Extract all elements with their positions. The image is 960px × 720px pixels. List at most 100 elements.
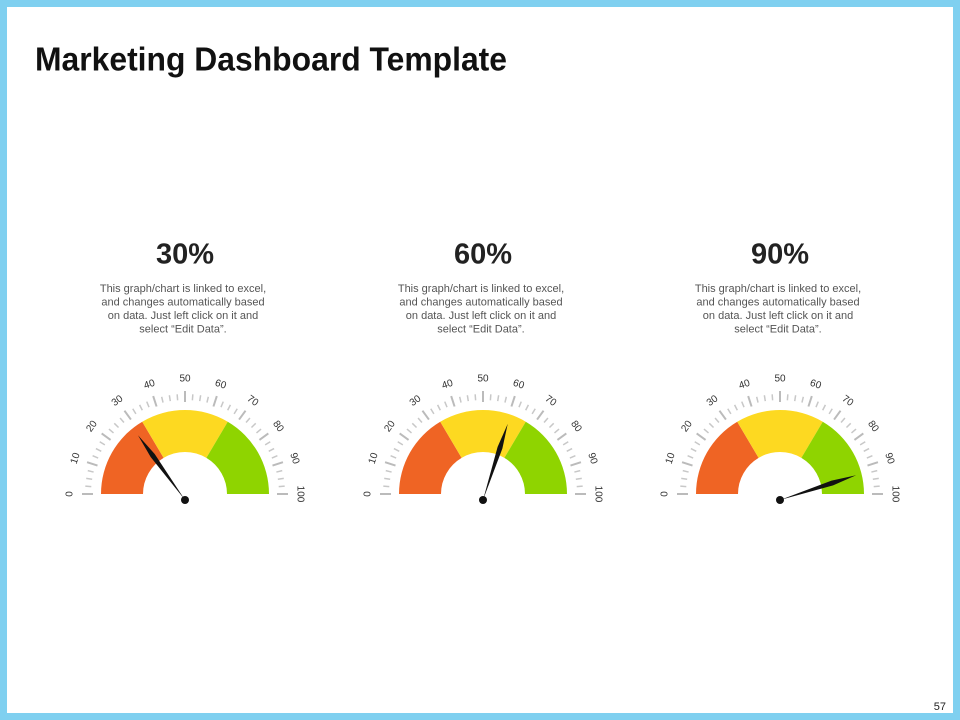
minor-tick xyxy=(845,422,852,429)
gauge-band xyxy=(399,421,462,494)
minor-tick xyxy=(390,455,397,459)
gauge-needle xyxy=(483,423,508,500)
minor-tick xyxy=(108,428,115,434)
minor-tick xyxy=(548,422,555,429)
major-tick xyxy=(867,461,879,467)
minor-tick xyxy=(132,408,137,415)
minor-tick xyxy=(763,395,767,402)
tick-label: 70 xyxy=(840,393,856,409)
minor-tick xyxy=(268,447,275,452)
minor-tick xyxy=(531,408,536,415)
tick-label: 30 xyxy=(408,393,424,409)
gauge-band xyxy=(440,410,526,458)
minor-tick xyxy=(741,401,745,408)
minor-tick xyxy=(822,404,827,411)
minor-tick xyxy=(406,428,413,434)
tick-label: 50 xyxy=(179,374,191,385)
tick-label: 70 xyxy=(245,393,261,409)
minor-tick xyxy=(458,396,462,403)
minor-tick xyxy=(255,428,262,434)
tick-label: 0 xyxy=(363,491,374,497)
minor-tick xyxy=(384,477,391,481)
minor-tick xyxy=(227,404,232,411)
major-tick xyxy=(123,410,132,421)
major-tick xyxy=(807,395,813,407)
minor-tick xyxy=(119,417,125,424)
gauge-description: This graph/chart is linked to excel, xyxy=(695,283,861,295)
tick-label: 90 xyxy=(287,452,301,466)
minor-tick xyxy=(687,455,694,459)
major-tick xyxy=(556,432,567,441)
minor-tick xyxy=(411,422,418,429)
tick-label: 20 xyxy=(382,418,398,434)
minor-tick xyxy=(553,428,560,434)
gauge-band xyxy=(737,410,823,458)
major-tick xyxy=(450,395,456,407)
minor-tick xyxy=(543,417,549,424)
minor-tick xyxy=(99,441,106,446)
minor-tick xyxy=(733,404,738,411)
gauge-value: 30% xyxy=(156,239,214,271)
minor-tick xyxy=(264,441,271,446)
tick-label: 30 xyxy=(705,393,721,409)
tick-label: 30 xyxy=(110,393,126,409)
tick-label: 60 xyxy=(809,378,823,392)
gauge-description: select “Edit Data”. xyxy=(734,323,821,335)
minor-tick xyxy=(871,469,878,473)
tick-label: 20 xyxy=(679,418,695,434)
gauge-value: 90% xyxy=(751,239,809,271)
minor-tick xyxy=(575,477,582,481)
minor-tick xyxy=(276,469,283,473)
minor-tick xyxy=(569,455,576,459)
major-tick xyxy=(833,410,842,421)
major-tick xyxy=(681,461,693,467)
tick-label: 40 xyxy=(143,378,157,392)
gauge-band xyxy=(801,421,864,494)
minor-tick xyxy=(393,447,400,452)
gauge-description: on data. Just left click on it and xyxy=(406,310,556,322)
gauge-description: select “Edit Data”. xyxy=(139,323,226,335)
minor-tick xyxy=(397,441,404,446)
major-tick xyxy=(272,461,284,467)
tick-label: 0 xyxy=(65,491,76,497)
minor-tick xyxy=(113,422,120,429)
gauge-description: and changes automatically based xyxy=(696,296,859,308)
minor-tick xyxy=(220,401,224,408)
minor-tick xyxy=(793,395,797,402)
major-tick xyxy=(212,395,218,407)
tick-label: 10 xyxy=(367,451,381,465)
minor-tick xyxy=(694,441,701,446)
major-tick xyxy=(152,395,158,407)
tick-label: 80 xyxy=(270,419,286,435)
major-tick xyxy=(696,432,707,441)
needle-hub xyxy=(776,496,784,504)
gauge-band xyxy=(142,410,228,458)
minor-tick xyxy=(714,417,720,424)
tick-label: 100 xyxy=(294,486,305,503)
major-tick xyxy=(536,410,545,421)
minor-tick xyxy=(828,408,833,415)
major-tick xyxy=(510,395,516,407)
minor-tick xyxy=(850,428,857,434)
tick-label: 10 xyxy=(69,451,83,465)
major-tick xyxy=(421,410,430,421)
minor-tick xyxy=(504,396,508,403)
minor-tick xyxy=(866,455,873,459)
tick-label: 100 xyxy=(592,486,603,503)
minor-tick xyxy=(840,417,846,424)
tick-label: 50 xyxy=(774,374,786,385)
major-tick xyxy=(399,432,410,441)
tick-label: 20 xyxy=(84,418,100,434)
slide-title: Marketing Dashboard Template xyxy=(35,41,507,78)
gauge-description: and changes automatically based xyxy=(101,296,264,308)
minor-tick xyxy=(430,408,435,415)
tick-label: 90 xyxy=(882,452,896,466)
minor-tick xyxy=(525,404,530,411)
minor-tick xyxy=(708,422,715,429)
gauge-description: on data. Just left click on it and xyxy=(108,310,258,322)
minor-tick xyxy=(872,477,879,481)
major-tick xyxy=(86,461,98,467)
major-tick xyxy=(718,410,727,421)
